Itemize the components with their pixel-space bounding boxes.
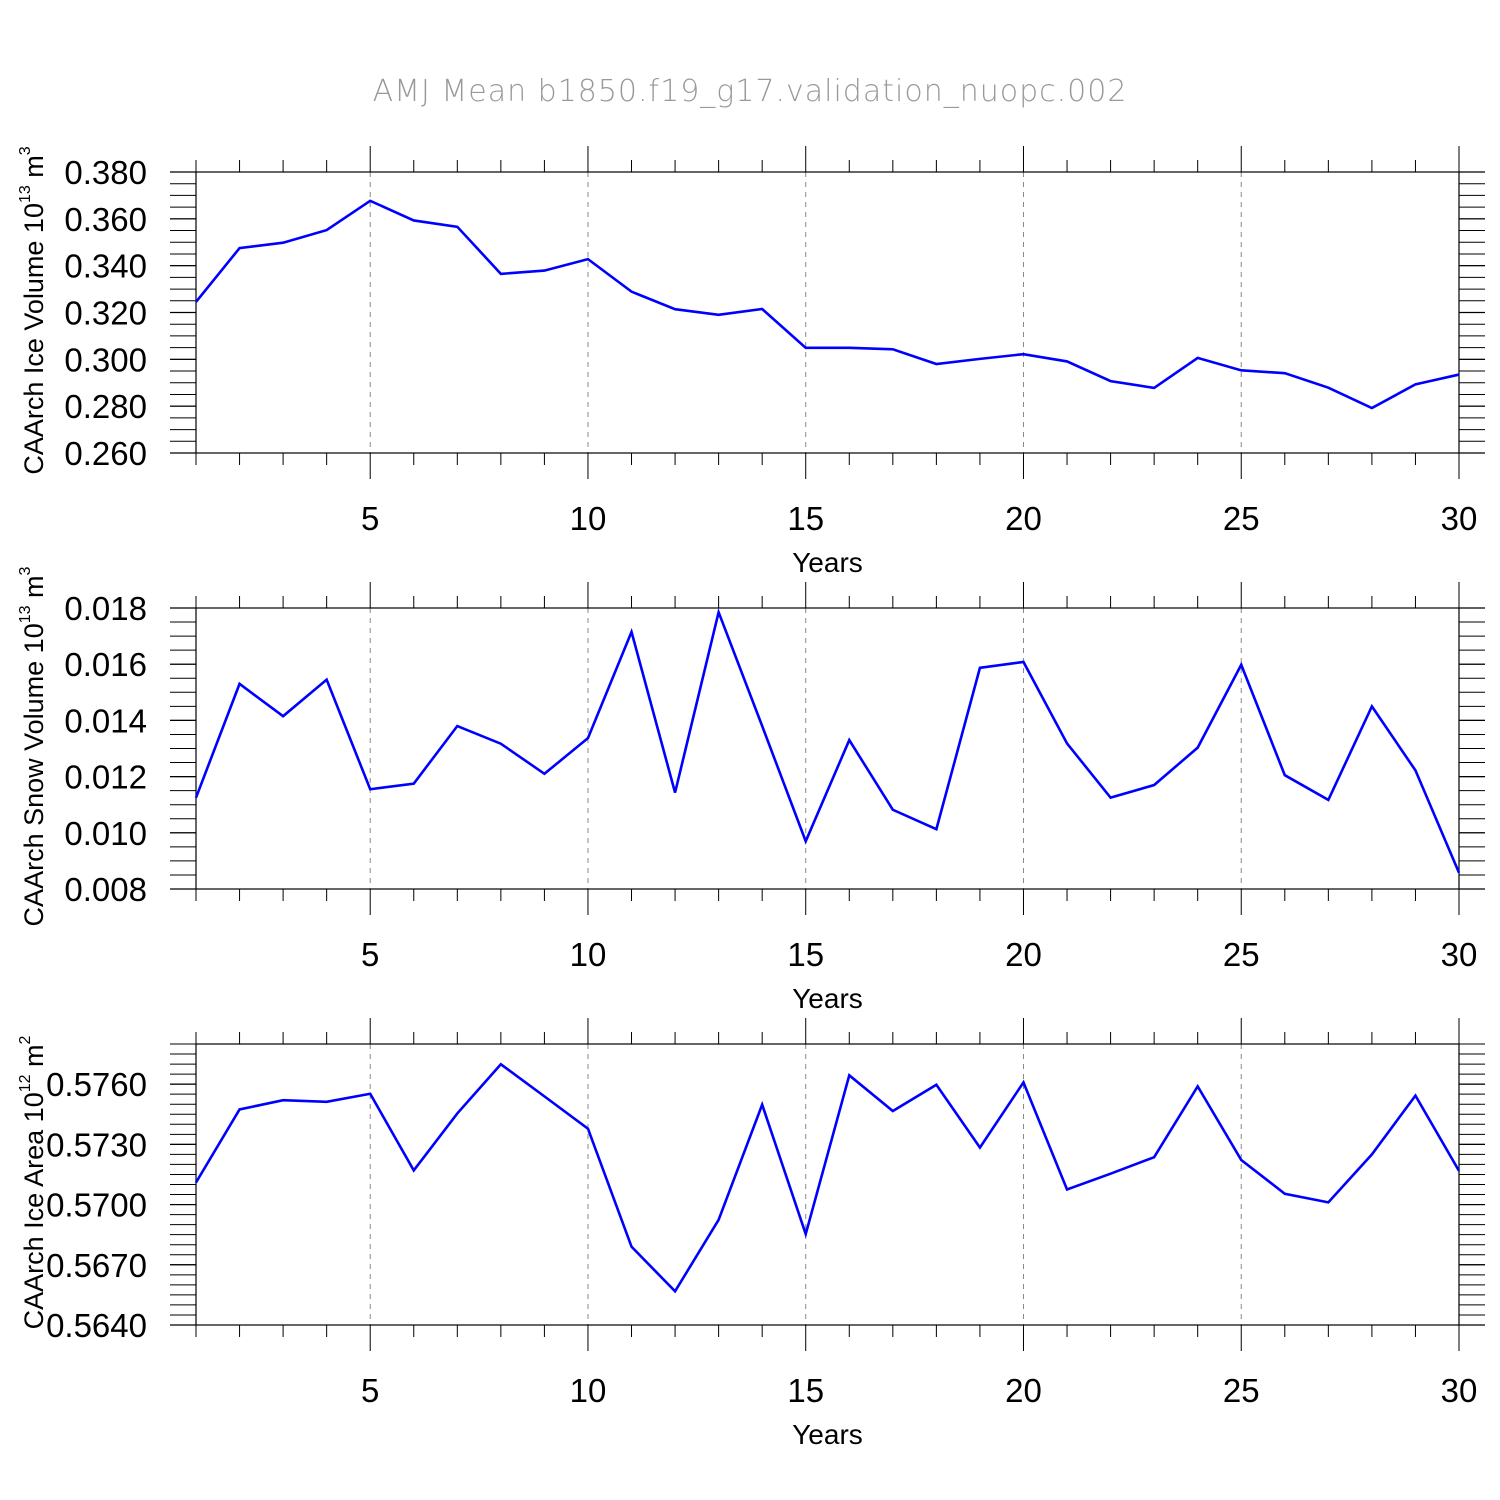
y-tick-label: 0.280 [64,388,147,425]
x-tick-label: 20 [1005,936,1042,973]
y-tick-label: 0.360 [64,201,147,238]
y-tick-label: 0.5730 [46,1126,147,1163]
y-tick-label: 0.380 [64,154,147,191]
y-axis-label-base: CAArch Snow Volume 10 [19,623,49,926]
y-tick-label: 0.340 [64,248,147,285]
y-axis-label-unit-sup: 3 [17,566,34,575]
series-line-1 [194,607,1461,874]
y-axis-label-unit: m [19,155,49,185]
y-axis-label-unit-sup: 3 [17,146,34,155]
y-axis-label: CAArch Ice Volume 1013 m3 [17,146,49,474]
y-tick-label: 0.5640 [46,1307,147,1344]
y-axis-label-sup: 12 [17,1074,34,1092]
figure-title: AMJ Mean b1850.f19_g17.validation_nuopc.… [373,74,1128,109]
y-tick-label: 0.5700 [46,1187,147,1224]
y-tick-label: 0.260 [64,435,147,472]
y-axis-label-unit-sup: 2 [17,1035,34,1044]
y-tick-label: 0.300 [64,341,147,378]
x-tick-label: 15 [787,500,824,537]
panel-3: 5 10 15 20 25 30 0.5640 0.5670 0.5700 0.5730 0.576… [17,1018,1485,1450]
y-axis-label-unit: m [19,1044,49,1074]
series-line-1 [194,1062,1461,1294]
panel-2: 5 10 15 20 25 30 0.008 0.010 0.012 0.014 0.016 0.01… [17,566,1485,1014]
x-tick-label: 20 [1005,1372,1042,1409]
plot-frame [195,1043,1460,1326]
plot-frame [195,171,1460,454]
y-axis-label-sup: 13 [17,605,34,623]
y-axis-label-sup: 13 [17,185,34,203]
x-tick-label: 15 [787,936,824,973]
x-tick-label: 5 [361,1372,379,1409]
y-axis-label-unit: m [19,575,49,605]
x-tick-label: 25 [1223,1372,1260,1409]
x-axis-label: Years [792,547,863,578]
x-tick-label: 10 [570,1372,607,1409]
x-tick-label: 10 [570,936,607,973]
y-tick-label: 0.010 [64,815,147,852]
y-axis-label: CAArch Snow Volume 1013 m3 [17,566,49,926]
x-tick-label: 15 [787,1372,824,1409]
x-tick-label: 5 [361,936,379,973]
panel-1: 5 10 15 20 25 30 0.260 0.280 0.300 0.320 0.340 0.36… [17,146,1485,578]
y-tick-label: 0.018 [64,590,147,627]
plot-frame [195,607,1460,890]
y-tick-label: 0.5670 [46,1247,147,1284]
y-tick-label: 0.5760 [46,1066,147,1103]
x-tick-label: 30 [1441,1372,1478,1409]
x-tick-label: 25 [1223,936,1260,973]
x-tick-label: 20 [1005,500,1042,537]
x-axis-label: Years [792,983,863,1014]
y-axis-label-base: CAArch Ice Area 10 [19,1092,49,1329]
x-axis-label: Years [792,1419,863,1450]
x-tick-label: 5 [361,500,379,537]
y-tick-label: 0.016 [64,646,147,683]
panels: 5 10 15 20 25 300.2600.2800.3000.3200.3400.36… [17,146,1485,1450]
x-tick-label: 10 [570,500,607,537]
y-tick-label: 0.320 [64,295,147,332]
x-tick-label: 30 [1441,500,1478,537]
series-line-1 [194,199,1460,410]
y-axis-label: CAArch Ice Area 1012 m2 [17,1035,49,1329]
y-tick-label: 0.012 [64,759,147,796]
y-tick-label: 0.008 [64,871,147,908]
x-tick-label: 30 [1441,936,1478,973]
y-axis-label-base: CAArch Ice Volume 10 [19,203,49,475]
x-tick-label: 25 [1223,500,1260,537]
y-tick-label: 0.014 [64,702,147,739]
